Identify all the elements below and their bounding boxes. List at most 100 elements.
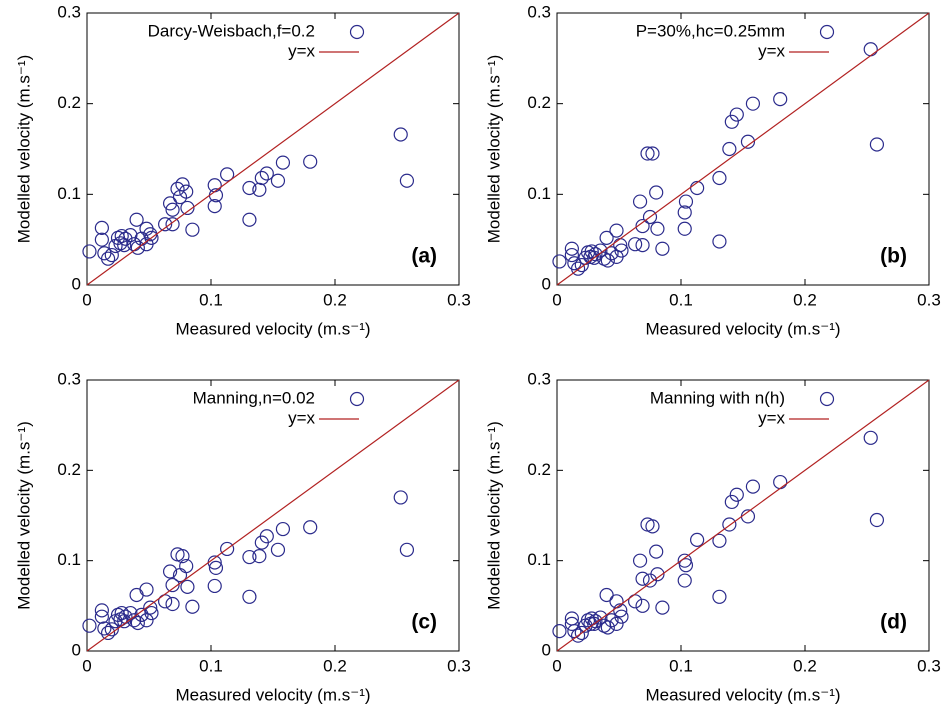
- data-point: [863, 42, 878, 57]
- data-point: [165, 596, 180, 612]
- data-point: [632, 194, 648, 209]
- data-point: [650, 221, 665, 236]
- legend-label: y=x: [758, 41, 785, 60]
- x-axis-label: Measured velocity (m.s⁻¹): [175, 685, 370, 704]
- data-point: [604, 246, 619, 261]
- x-tick-label: 0.2: [793, 656, 817, 675]
- legend-label: Manning,n=0.02: [193, 388, 315, 407]
- x-tick-label: 0: [82, 290, 91, 309]
- legend-label: y=x: [758, 408, 785, 427]
- data-point: [104, 622, 119, 637]
- x-tick-label: 0.3: [447, 656, 471, 675]
- plot-frame: [556, 12, 930, 286]
- data-point: [139, 613, 154, 628]
- data-point: [162, 564, 178, 579]
- x-tick-label: 0.3: [917, 290, 941, 309]
- data-point: [600, 253, 615, 268]
- panel: 0 0.1 0.2 0.3 0 0.1 0.2 0.3 Measured velocity (m…: [14, 2, 470, 338]
- x-tick-label: 0.2: [793, 290, 817, 309]
- y-tick-label: 0: [72, 640, 81, 659]
- data-point: [690, 532, 705, 547]
- data-point: [869, 512, 885, 528]
- data-point: [640, 146, 655, 161]
- data-point: [242, 589, 257, 604]
- data-point: [655, 241, 670, 256]
- plot-frame: [86, 379, 460, 652]
- y-axis-label: Modelled velocity (m.s⁻¹): [484, 55, 503, 243]
- x-axis-label: Measured velocity (m.s⁻¹): [645, 319, 840, 338]
- data-point: [165, 577, 180, 593]
- panel: 0 0.1 0.2 0.3 0 0.1 0.2 0.3 Measured velocity (m…: [484, 2, 940, 338]
- data-point: [242, 180, 257, 196]
- data-point: [170, 181, 185, 196]
- data-point: [165, 202, 180, 217]
- data-point: [143, 600, 158, 615]
- legend-label: y=x: [288, 408, 315, 427]
- legend-swatch: [349, 391, 365, 407]
- data-point: [863, 430, 878, 445]
- data-point: [165, 217, 180, 232]
- x-tick-label: 0: [82, 656, 91, 675]
- data-point: [645, 519, 660, 534]
- y-axis-label: Modelled velocity (m.s⁻¹): [484, 421, 503, 609]
- legend-label: Darcy-Weisbach,f=0.2: [148, 21, 315, 40]
- x-tick-label: 0.1: [199, 290, 223, 309]
- data-point: [712, 234, 727, 249]
- data-point: [655, 600, 670, 615]
- legend-swatch: [819, 391, 835, 407]
- data-point: [254, 170, 269, 186]
- y-tick-label: 0: [72, 274, 81, 293]
- data-point: [614, 609, 629, 624]
- data-point: [275, 521, 291, 537]
- data-point: [399, 173, 415, 188]
- x-tick-label: 0.3: [917, 656, 941, 675]
- data-point: [144, 605, 159, 621]
- identity-line: [86, 12, 460, 286]
- data-point: [712, 589, 727, 604]
- data-point: [270, 173, 286, 188]
- data-point: [574, 625, 589, 641]
- y-tick-label: 0.1: [527, 550, 551, 569]
- panel-label: (b): [880, 245, 907, 268]
- data-point: [588, 614, 603, 629]
- y-tick-label: 0.2: [57, 460, 81, 479]
- data-point: [114, 228, 129, 244]
- data-point: [252, 549, 267, 564]
- data-point: [399, 542, 415, 557]
- panel-label: (d): [880, 611, 907, 634]
- data-point: [614, 243, 629, 258]
- x-tick-label: 0.2: [323, 656, 347, 675]
- data-point: [869, 137, 885, 152]
- y-tick-label: 0.1: [527, 184, 551, 203]
- data-point: [129, 587, 144, 603]
- data-point: [690, 180, 705, 196]
- data-point: [129, 212, 144, 227]
- data-point: [82, 618, 97, 633]
- data-point: [574, 257, 589, 273]
- data-point: [724, 494, 739, 510]
- y-axis-label: Modelled velocity (m.s⁻¹): [14, 421, 33, 609]
- data-point: [678, 194, 694, 209]
- data-point: [185, 222, 200, 237]
- identity-line: [556, 12, 930, 286]
- data-point: [118, 231, 133, 246]
- data-point: [259, 166, 274, 181]
- data-point: [609, 616, 624, 632]
- legend-label: y=x: [288, 41, 315, 60]
- data-point: [134, 607, 149, 622]
- data-point: [724, 114, 739, 129]
- data-point: [712, 533, 727, 548]
- data-point: [104, 247, 119, 263]
- data-point: [207, 578, 222, 594]
- data-point: [564, 616, 579, 632]
- data-point: [773, 474, 788, 490]
- x-axis-label: Measured velocity (m.s⁻¹): [175, 319, 370, 338]
- plot-frame: [556, 379, 930, 652]
- data-point: [175, 549, 190, 564]
- legend-swatch: [819, 24, 835, 40]
- data-point: [180, 200, 195, 216]
- data-point: [117, 238, 132, 253]
- y-tick-label: 0.3: [57, 369, 81, 388]
- data-point: [393, 127, 408, 142]
- data-point: [722, 141, 737, 157]
